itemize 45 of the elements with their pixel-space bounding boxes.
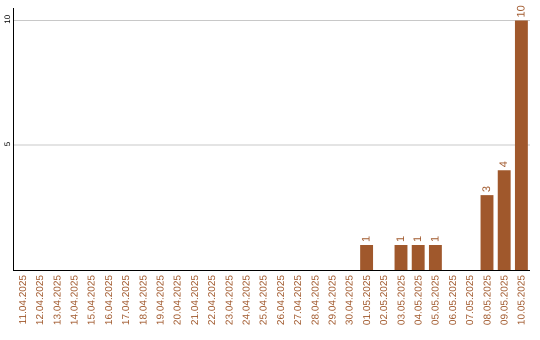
- data-label: 1: [395, 236, 407, 242]
- x-tick-label: 27.04.2025: [293, 274, 304, 326]
- data-label: 4: [498, 161, 510, 168]
- x-tick-label: 03.05.2025: [396, 274, 408, 326]
- x-tick-label: 29.04.2025: [327, 274, 338, 326]
- data-label: 1: [429, 236, 442, 242]
- x-tick-label: 14.04.2025: [69, 274, 80, 326]
- x-tick-label: 10.05.2025: [516, 274, 528, 326]
- x-tick-label: 15.04.2025: [86, 274, 98, 326]
- bar: [498, 170, 511, 270]
- x-tick-label: 21.04.2025: [190, 274, 201, 326]
- x-tick-label: 11.04.2025: [18, 274, 29, 324]
- data-label: 1: [412, 236, 424, 242]
- x-tick-label: 01.05.2025: [362, 274, 373, 326]
- x-tick-label: 12.04.2025: [35, 274, 46, 326]
- x-tick-label: 20.04.2025: [172, 274, 184, 326]
- x-tick-label: 05.05.2025: [430, 274, 442, 326]
- x-tick-label: 07.05.2025: [465, 274, 476, 326]
- data-label: 1: [360, 236, 373, 242]
- x-tick-label: 02.05.2025: [379, 274, 390, 326]
- bar: [412, 245, 425, 270]
- x-tick-label: 30.04.2025: [344, 274, 356, 326]
- x-tick-label: 26.04.2025: [276, 274, 287, 326]
- x-tick-label: 25.04.2025: [258, 274, 270, 326]
- x-tick-label: 16.04.2025: [104, 274, 115, 326]
- x-tick-label: 04.05.2025: [413, 274, 424, 326]
- x-tick-label: 09.05.2025: [499, 274, 510, 326]
- y-tick-label: 5: [2, 141, 12, 146]
- x-tick-label: 13.04.2025: [52, 274, 64, 326]
- x-tick-label: 18.04.2025: [138, 274, 150, 326]
- x-tick-label: 06.05.2025: [448, 274, 459, 326]
- x-tick-label: 23.04.2025: [224, 274, 236, 326]
- x-tick-label: 28.04.2025: [310, 274, 322, 326]
- x-tick-label: 22.04.2025: [207, 274, 218, 326]
- bar: [360, 245, 374, 270]
- bar: [428, 245, 442, 270]
- x-tick-label: 08.05.2025: [482, 274, 494, 326]
- data-label: 10: [515, 5, 528, 18]
- x-tick-label: 19.04.2025: [155, 274, 166, 326]
- bar: [480, 195, 494, 270]
- bar: [514, 20, 528, 270]
- x-tick-label: 17.04.2025: [121, 274, 132, 326]
- x-tick-label: 24.04.2025: [241, 274, 252, 326]
- data-label: 3: [481, 186, 493, 192]
- bar: [394, 245, 408, 270]
